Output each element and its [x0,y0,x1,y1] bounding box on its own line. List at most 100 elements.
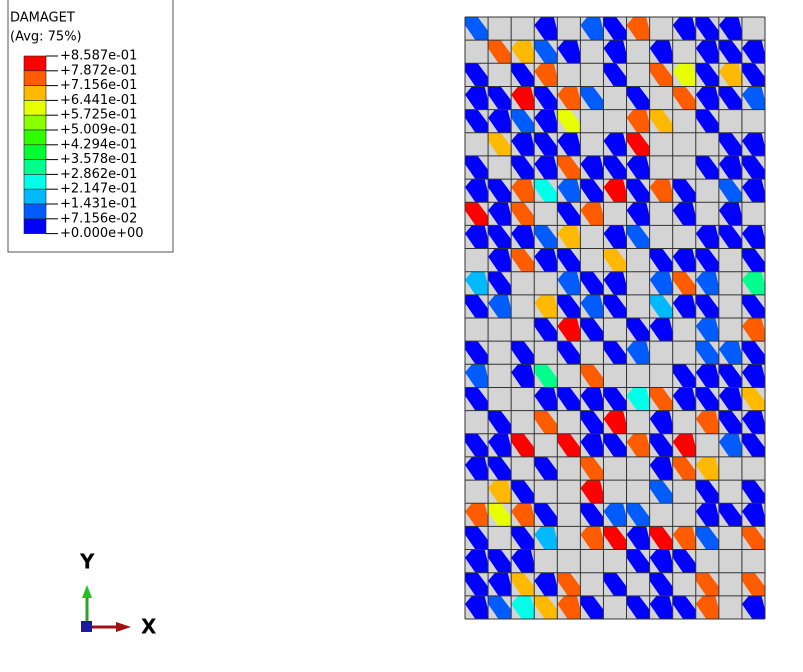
legend-swatch [23,188,47,205]
contour-patch [465,549,489,573]
contour-patch [718,341,742,365]
contour-patch [626,109,650,133]
contour-patch [465,109,489,133]
contour-patch [603,179,627,203]
contour-patch [534,132,558,156]
contour-patch [465,341,489,365]
contour-patch [603,433,627,457]
contour-patch [603,294,627,318]
legend-label: +3.578e-01 [60,152,137,167]
legend-swatch [23,174,47,190]
contour-patch [534,225,558,249]
contour-patch [580,271,604,295]
contour-patch [534,155,558,180]
contour-patch [534,456,558,481]
contour-patch [741,341,765,365]
contour-patch [465,294,489,318]
contour-patch [695,387,719,411]
contour-patch [718,86,742,110]
contour-patch [534,364,558,388]
contour-patch [511,63,535,87]
contour-patch [488,40,512,64]
contour-patch [534,179,558,203]
legend-title: DAMAGET [10,11,75,26]
contour-patch [511,248,535,272]
contour-patch [626,341,650,365]
contour-patch [580,526,604,550]
contour-patch [741,433,765,457]
contour-patch [488,248,512,272]
contour-patch [741,526,765,550]
contour-patch [557,248,581,272]
contour-patch [695,503,719,527]
contour-patch [580,595,604,619]
contour-patch [718,364,742,388]
y-arrow-head [82,585,92,598]
contour-patch [695,480,719,504]
contour-patch [488,109,512,133]
contour-patch [465,526,489,550]
contour-patch [603,225,627,249]
contour-patch [649,271,673,295]
contour-patch [488,410,512,434]
contour-patch [695,40,719,64]
contour-patch [488,132,512,156]
contour-patch [741,294,765,318]
contour-patch [741,387,765,411]
contour-patch [511,132,535,156]
legend-swatch [23,159,47,175]
legend-label: +5.009e-01 [60,123,137,138]
contour-patch [603,572,627,596]
contour-patch [488,549,512,573]
contour-patch [511,595,535,619]
contour-patch [695,318,719,342]
legend-swatch [23,55,47,72]
contour-patch [465,155,489,180]
contour-patch [557,387,581,411]
contour-patch [511,572,535,596]
contour-patch [695,17,719,41]
contour-patch [465,387,489,411]
contour-patch [626,526,650,550]
contour-patch [626,387,650,411]
contour-patch [580,387,604,411]
contour-patch [695,410,719,434]
contour-patch [603,271,627,295]
contour-patch [741,225,765,249]
contour-patch [580,433,604,457]
contour-patch [741,271,765,295]
contour-patch [488,503,512,527]
contour-patch [488,294,512,318]
contour-patch [626,225,650,249]
contour-patch [741,595,765,619]
contour-patch [695,526,719,550]
contour-patch [465,364,489,388]
contour-patch [718,63,742,87]
contour-patch [672,17,696,41]
contour-patch [557,294,581,318]
contour-patch [695,86,719,110]
legend-swatch [23,218,47,234]
contour-patch [534,109,558,133]
legend-swatch [23,144,47,160]
contour-patch [534,318,558,342]
contour-patch [718,387,742,411]
contour-patch [580,480,604,504]
contour-patch [534,595,558,619]
contour-patch [626,86,650,110]
contour-patch [557,341,581,365]
contour-patch [741,179,765,203]
contour-patch [603,155,627,180]
contour-patch [741,248,765,272]
contour-patch [465,503,489,527]
contour-patch [741,318,765,342]
contour-patch [511,225,535,249]
x-axis-label: X [141,615,157,639]
y-axis-label: Y [79,550,95,574]
contour-mesh [464,16,766,620]
contour-patch [580,86,604,110]
contour-patch [695,248,719,272]
contour-patch [465,86,489,110]
contour-patch [626,433,650,457]
contour-patch [672,387,696,411]
